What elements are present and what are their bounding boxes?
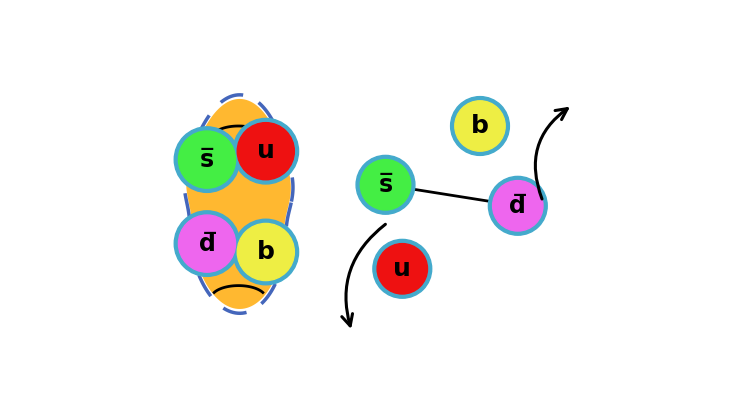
Circle shape <box>237 123 294 180</box>
Text: d̅: d̅ <box>509 194 526 218</box>
Text: s̅: s̅ <box>200 147 214 172</box>
Circle shape <box>356 155 415 214</box>
FancyArrowPatch shape <box>342 224 386 326</box>
Circle shape <box>237 223 294 281</box>
Circle shape <box>451 97 509 155</box>
Text: s̅: s̅ <box>379 173 392 197</box>
Circle shape <box>373 239 432 298</box>
Circle shape <box>178 215 236 272</box>
Circle shape <box>174 211 240 276</box>
Polygon shape <box>186 99 291 309</box>
Circle shape <box>174 127 240 192</box>
Text: u: u <box>393 257 411 281</box>
Circle shape <box>233 118 298 184</box>
Circle shape <box>178 131 236 188</box>
Circle shape <box>233 219 298 285</box>
Text: u: u <box>256 139 274 163</box>
Circle shape <box>377 244 427 294</box>
Circle shape <box>488 176 548 235</box>
Circle shape <box>454 101 506 151</box>
Text: b: b <box>256 240 274 264</box>
Circle shape <box>493 181 543 231</box>
Circle shape <box>360 160 411 210</box>
Text: d̅: d̅ <box>199 231 215 256</box>
Text: b: b <box>471 114 489 138</box>
FancyArrowPatch shape <box>536 109 567 199</box>
